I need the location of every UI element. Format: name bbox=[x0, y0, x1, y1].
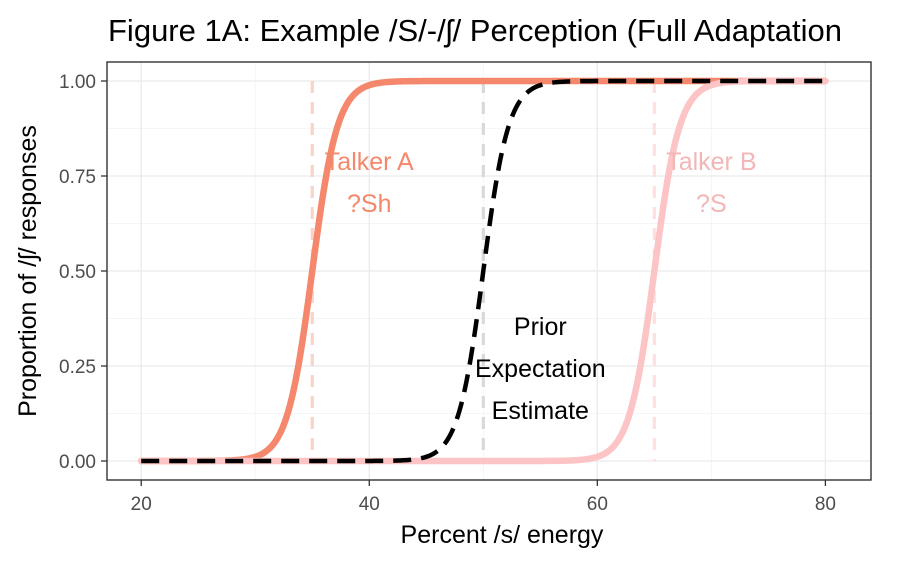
y-tick-label: 0.00 bbox=[59, 452, 96, 473]
x-tick-label: 80 bbox=[815, 494, 836, 515]
x-axis: 20 40 60 80 bbox=[131, 480, 836, 515]
series-curves bbox=[137, 77, 829, 465]
annotation-prior: Prior Expectation Estimate bbox=[475, 313, 606, 425]
series-line-1 bbox=[137, 77, 829, 465]
annotation-talker-a: Talker A ?Sh bbox=[325, 148, 414, 218]
grid-lines bbox=[107, 62, 871, 480]
y-tick-label: 0.50 bbox=[59, 262, 96, 283]
annotation-line: Talker A bbox=[325, 148, 414, 176]
x-tick-label: 20 bbox=[131, 494, 152, 515]
x-axis-title: Percent /s/ energy bbox=[401, 521, 604, 549]
x-tick-label: 40 bbox=[359, 494, 380, 515]
annotations: Talker A ?Sh Talker B ?S Prior Expectation Est… bbox=[325, 148, 757, 425]
y-axis-title: Proportion of /ʃ/ responses bbox=[14, 125, 42, 417]
annotation-line: Estimate bbox=[492, 397, 589, 425]
y-tick-label: 0.75 bbox=[59, 167, 96, 188]
annotation-line: ?S bbox=[696, 190, 727, 218]
y-tick-label: 0.25 bbox=[59, 357, 96, 378]
plot-panel: Talker A ?Sh Talker B ?S Prior Expectation Est… bbox=[106, 61, 872, 481]
annotation-talker-b: Talker B ?S bbox=[666, 148, 756, 218]
y-tick-label: 1.00 bbox=[59, 72, 96, 93]
annotation-line: Expectation bbox=[475, 355, 606, 383]
annotation-line: ?Sh bbox=[347, 190, 391, 218]
x-tick-label: 60 bbox=[587, 494, 608, 515]
y-axis: 0.00 0.25 0.50 0.75 1.00 bbox=[59, 72, 107, 473]
annotation-line: Prior bbox=[514, 313, 567, 341]
series-line-3 bbox=[140, 78, 827, 464]
chart-title: Figure 1A: Example /S/-/ʃ/ Perception (F… bbox=[108, 13, 842, 48]
annotation-line: Talker B bbox=[666, 148, 756, 176]
